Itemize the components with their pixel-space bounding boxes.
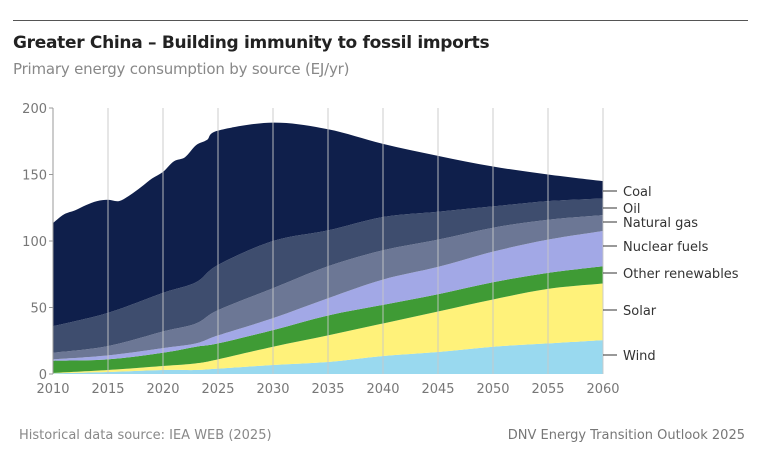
legend-label-oil: Oil bbox=[623, 202, 640, 217]
x-tick-label: 2030 bbox=[256, 382, 289, 397]
publisher-credit: DNV Energy Transition Outlook 2025 bbox=[507, 428, 745, 443]
x-tick-label: 2040 bbox=[366, 382, 399, 397]
y-axis: 0 50 100 150 200 bbox=[22, 102, 54, 383]
legend-label-nuclear-fuels: Nuclear fuels bbox=[623, 240, 709, 255]
legend-label-coal: Coal bbox=[623, 185, 652, 200]
data-source-note: Historical data source: IEA WEB (2025) bbox=[19, 428, 272, 443]
x-tick-label: 2050 bbox=[476, 382, 509, 397]
chart-title: Greater China – Building immunity to fos… bbox=[13, 33, 490, 53]
legend-label-solar: Solar bbox=[623, 304, 657, 319]
x-tick-label: 2055 bbox=[531, 382, 564, 397]
x-tick-label: 2015 bbox=[91, 382, 124, 397]
chart-subtitle: Primary energy consumption by source (EJ… bbox=[13, 60, 350, 78]
legend-label-wind: Wind bbox=[623, 349, 656, 364]
area-solar bbox=[53, 283, 603, 374]
legend: Wind Solar Other renewables Nuclear fuels Na… bbox=[603, 185, 739, 364]
area-oil bbox=[53, 198, 603, 353]
area-nuclear-fuels bbox=[53, 231, 603, 361]
x-tick-label: 2020 bbox=[146, 382, 179, 397]
area-wind bbox=[53, 340, 603, 374]
legend-label-natural-gas: Natural gas bbox=[623, 216, 698, 231]
y-tick-label: 0 bbox=[39, 368, 47, 383]
x-tick-label: 2010 bbox=[36, 382, 69, 397]
x-tick-label: 2035 bbox=[311, 382, 344, 397]
stacked-area-chart: 0 50 100 150 200 2010 2015 2020 2025 2030 2035 204… bbox=[22, 102, 739, 397]
legend-label-other-renewables: Other renewables bbox=[623, 267, 739, 282]
y-tick-label: 150 bbox=[22, 169, 47, 184]
y-tick-label: 50 bbox=[30, 302, 47, 317]
y-tick-label: 100 bbox=[22, 235, 47, 250]
y-tick-label: 200 bbox=[22, 102, 47, 117]
x-tick-label: 2060 bbox=[586, 382, 619, 397]
x-tick-label: 2045 bbox=[421, 382, 454, 397]
x-tick-label: 2025 bbox=[201, 382, 234, 397]
x-axis: 2010 2015 2020 2025 2030 2035 2040 2045 2050 2055… bbox=[36, 382, 619, 397]
header-rule bbox=[13, 20, 748, 21]
